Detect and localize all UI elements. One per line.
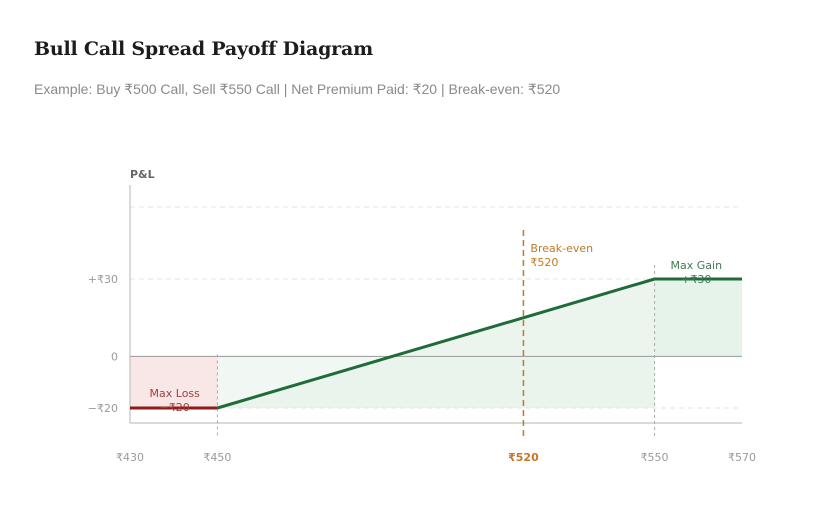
x-tick-label: ₹430 — [116, 451, 144, 464]
max-loss-annotation: Max Loss — [150, 387, 201, 400]
max-loss-value: −₹20 — [160, 401, 190, 414]
break-even-value: ₹520 — [530, 256, 558, 269]
payoff-slope-segment — [217, 277, 655, 410]
x-tick-label: ₹520 — [508, 451, 539, 464]
max-gain-annotation: Max Gain — [671, 259, 723, 272]
chart-subtitle: Example: Buy ₹500 Call, Sell ₹550 Call |… — [34, 81, 561, 97]
chart-grid — [129, 185, 742, 438]
y-axis-label: P&L — [130, 168, 155, 181]
max-gain-zone — [654, 279, 742, 357]
chart-labels: P&L +₹30 0 −₹20 ₹430 ₹450 ₹520 ₹550 ₹570 Break-ev… — [88, 168, 756, 464]
max-loss-zone — [130, 356, 218, 408]
x-tick-label: ₹450 — [203, 451, 231, 464]
max-gain-value: +₹30 — [681, 273, 711, 286]
y-tick-label: 0 — [111, 350, 118, 363]
x-tick-label: ₹550 — [641, 451, 669, 464]
y-tick-label: −₹20 — [88, 402, 118, 415]
payoff-marks — [130, 277, 742, 410]
y-tick-label: +₹30 — [88, 273, 118, 286]
x-tick-label: ₹570 — [728, 451, 756, 464]
break-even-annotation: Break-even — [530, 242, 593, 255]
chart-title: Bull Call Spread Payoff Diagram — [34, 38, 374, 60]
